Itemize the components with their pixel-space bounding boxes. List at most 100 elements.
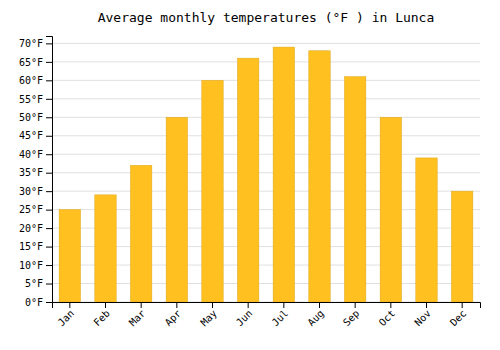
y-tick-label: 5°F <box>25 278 43 289</box>
bar <box>237 58 258 302</box>
x-tick-mark <box>462 302 463 308</box>
y-tick: 25°F <box>19 204 52 215</box>
x-tick-label: Oct <box>377 308 398 329</box>
bar <box>344 77 365 302</box>
y-tick: 15°F <box>19 241 52 252</box>
y-tick-label: 45°F <box>19 130 43 141</box>
x-tick-label: Mar <box>127 308 148 329</box>
x-tick-label: Aug <box>305 308 326 329</box>
y-tick-mark <box>46 154 52 155</box>
y-axis: 0°F 5°F 10°F 15°F 20°F 25°F 30°F 35°F 40°F 45°F 50… <box>19 37 53 308</box>
x-tick-label: Jun <box>234 308 255 329</box>
y-tick-mark <box>46 191 52 192</box>
y-tick-mark <box>46 265 52 266</box>
y-tick-mark <box>46 117 52 118</box>
x-tick-mark <box>283 302 284 308</box>
x-tick: Jan <box>56 302 77 328</box>
y-tick-mark <box>46 228 52 229</box>
x-tick: Nov <box>412 302 433 328</box>
title: Average monthly temperatures (°F ) in Lu… <box>98 10 435 25</box>
x-tick: May <box>198 302 219 328</box>
x-tick-label: Jul <box>270 308 291 329</box>
grid-line <box>52 43 480 44</box>
y-tick: 0°F <box>25 297 52 308</box>
y-tick-mark <box>46 302 52 303</box>
y-tick-label: 25°F <box>19 204 43 215</box>
y-tick: 35°F <box>19 167 52 178</box>
y-tick-mark <box>46 284 52 285</box>
x-tick-label: Jan <box>56 308 77 329</box>
grid-line <box>52 80 480 81</box>
y-tick: 45°F <box>19 130 52 141</box>
y-tick-label: 15°F <box>19 241 43 252</box>
y-tick-mark <box>46 99 52 100</box>
bar <box>273 47 294 302</box>
x-tick: Dec <box>448 302 469 328</box>
bar <box>59 210 80 302</box>
x-tick: Sep <box>341 302 362 328</box>
bar <box>130 165 151 302</box>
y-tick-mark <box>46 62 52 63</box>
y-tick-label: 65°F <box>19 57 43 68</box>
y-tick-mark <box>46 210 52 211</box>
bar <box>202 80 223 302</box>
y-tick-mark <box>46 247 52 248</box>
x-tick-label: Nov <box>412 308 433 329</box>
grid <box>52 43 480 302</box>
y-tick-label: 0°F <box>25 297 43 308</box>
y-tick: 60°F <box>19 75 52 86</box>
x-tick-label: Feb <box>91 308 112 329</box>
bar <box>416 158 437 302</box>
x-tick-mark <box>212 302 213 308</box>
x-tick-label: Sep <box>341 308 362 329</box>
bar <box>380 117 401 302</box>
x-tick-label: Apr <box>163 308 184 329</box>
bar <box>309 51 330 302</box>
grid-line <box>52 61 480 62</box>
bar <box>95 195 116 302</box>
y-tick-mark <box>46 136 52 137</box>
x-tick-mark <box>355 302 356 308</box>
x-tick-label: May <box>198 308 219 329</box>
x-tick-mark <box>248 302 249 308</box>
grid-line <box>52 98 480 99</box>
x-tick: Jul <box>270 302 291 328</box>
y-tick: 65°F <box>19 57 52 68</box>
y-tick: 20°F <box>19 223 52 234</box>
bars <box>59 47 473 302</box>
y-tick-label: 10°F <box>19 260 43 271</box>
y-tick: 10°F <box>19 260 52 271</box>
y-tick: 55°F <box>19 94 52 105</box>
y-tick-mark <box>46 80 52 81</box>
y-tick: 40°F <box>19 149 52 160</box>
y-tick-label: 70°F <box>19 38 43 49</box>
x-tick-label: Dec <box>448 308 469 329</box>
grid-line <box>52 154 480 155</box>
y-tick-label: 30°F <box>19 186 43 197</box>
y-axis-line <box>46 37 53 303</box>
x-tick-mark <box>390 302 391 308</box>
bar <box>166 117 187 302</box>
y-tick: 30°F <box>19 186 52 197</box>
y-tick: 5°F <box>25 278 52 289</box>
x-axis: Jan Feb Mar Apr May Jun Jul Aug Sep Oct Nov Dec <box>53 302 481 328</box>
x-tick-mark <box>69 302 70 308</box>
y-tick-label: 60°F <box>19 75 43 86</box>
x-tick: Aug <box>305 302 326 328</box>
x-tick: Oct <box>377 302 398 328</box>
x-tick: Jun <box>234 302 255 328</box>
y-tick-mark <box>46 43 52 44</box>
chart: 0°F 5°F 10°F 15°F 20°F 25°F 30°F 35°F 40°F 45°F 50… <box>0 0 500 350</box>
y-tick-mark <box>46 173 52 174</box>
y-tick-label: 20°F <box>19 223 43 234</box>
x-tick: Mar <box>127 302 148 328</box>
x-tick-mark <box>176 302 177 308</box>
y-tick: 50°F <box>19 112 52 123</box>
bar <box>451 191 472 302</box>
x-tick-mark <box>141 302 142 308</box>
x-tick: Apr <box>163 302 184 328</box>
x-tick-mark <box>426 302 427 308</box>
y-tick-label: 35°F <box>19 167 43 178</box>
plot: 0°F 5°F 10°F 15°F 20°F 25°F 30°F 35°F 40°F 45°F 50… <box>19 37 481 329</box>
x-tick: Feb <box>91 302 112 328</box>
